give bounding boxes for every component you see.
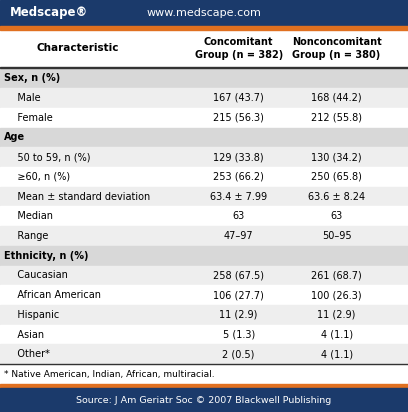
Bar — [0, 0, 408, 26]
Bar — [0, 67, 408, 68]
Text: 63.6 ± 8.24: 63.6 ± 8.24 — [308, 192, 365, 201]
Text: Nonconcomitant
Group (n = 380): Nonconcomitant Group (n = 380) — [292, 37, 381, 60]
Text: Source: J Am Geriatr Soc © 2007 Blackwell Publishing: Source: J Am Geriatr Soc © 2007 Blackwel… — [76, 396, 332, 405]
Bar — [0, 266, 408, 286]
Text: * Native American, Indian, African, multiracial.: * Native American, Indian, African, mult… — [4, 370, 215, 379]
Text: 5 (1.3): 5 (1.3) — [222, 330, 255, 339]
Text: Sex, n (%): Sex, n (%) — [4, 73, 60, 83]
Bar — [0, 167, 408, 187]
Text: 11 (2.9): 11 (2.9) — [220, 310, 258, 320]
Bar — [0, 286, 408, 305]
Text: 130 (34.2): 130 (34.2) — [311, 152, 362, 162]
Text: ≥60, n (%): ≥60, n (%) — [8, 172, 70, 182]
Text: 2 (0.5): 2 (0.5) — [222, 349, 255, 359]
Text: 4 (1.1): 4 (1.1) — [321, 330, 353, 339]
Text: 250 (65.8): 250 (65.8) — [311, 172, 362, 182]
Text: 212 (55.8): 212 (55.8) — [311, 113, 362, 123]
Text: 253 (66.2): 253 (66.2) — [213, 172, 264, 182]
Bar — [0, 325, 408, 344]
Text: 50 to 59, n (%): 50 to 59, n (%) — [8, 152, 91, 162]
Text: 167 (43.7): 167 (43.7) — [213, 93, 264, 103]
Text: 63.4 ± 7.99: 63.4 ± 7.99 — [210, 192, 267, 201]
Text: Ethnicity, n (%): Ethnicity, n (%) — [4, 251, 89, 261]
Text: Medscape®: Medscape® — [10, 6, 89, 19]
Bar — [0, 68, 408, 88]
Text: Male: Male — [8, 93, 41, 103]
Bar — [0, 108, 408, 128]
Bar — [0, 246, 408, 266]
Bar — [0, 206, 408, 226]
Text: Asian: Asian — [8, 330, 44, 339]
Text: 258 (67.5): 258 (67.5) — [213, 270, 264, 281]
Bar — [0, 128, 408, 147]
Text: Other*: Other* — [8, 349, 50, 359]
Text: 261 (68.7): 261 (68.7) — [311, 270, 362, 281]
Text: Concomitant
Group (n = 382): Concomitant Group (n = 382) — [195, 37, 283, 60]
Text: 168 (44.2): 168 (44.2) — [311, 93, 362, 103]
Bar — [0, 187, 408, 206]
Text: 129 (33.8): 129 (33.8) — [213, 152, 264, 162]
Bar — [0, 344, 408, 364]
Bar — [0, 388, 408, 412]
Bar — [0, 88, 408, 108]
Text: 63: 63 — [233, 211, 245, 221]
Text: 11 (2.9): 11 (2.9) — [317, 310, 356, 320]
Text: 47–97: 47–97 — [224, 231, 253, 241]
Bar — [0, 26, 408, 30]
Bar — [0, 147, 408, 167]
Bar — [0, 384, 408, 388]
Text: Hispanic: Hispanic — [8, 310, 60, 320]
Text: www.medscape.com: www.medscape.com — [146, 8, 262, 18]
Text: Age: Age — [4, 132, 25, 143]
Text: Mean ± standard deviation: Mean ± standard deviation — [8, 192, 151, 201]
Text: African American: African American — [8, 290, 101, 300]
Text: 215 (56.3): 215 (56.3) — [213, 113, 264, 123]
Text: 63: 63 — [330, 211, 343, 221]
Bar — [0, 226, 408, 246]
Text: 106 (27.7): 106 (27.7) — [213, 290, 264, 300]
Text: 4 (1.1): 4 (1.1) — [321, 349, 353, 359]
Text: 50–95: 50–95 — [322, 231, 351, 241]
Text: 100 (26.3): 100 (26.3) — [311, 290, 362, 300]
Text: Caucasian: Caucasian — [8, 270, 68, 281]
Text: Range: Range — [8, 231, 49, 241]
Text: Characteristic: Characteristic — [36, 43, 119, 53]
Text: Median: Median — [8, 211, 53, 221]
Bar — [0, 305, 408, 325]
Text: Female: Female — [8, 113, 53, 123]
